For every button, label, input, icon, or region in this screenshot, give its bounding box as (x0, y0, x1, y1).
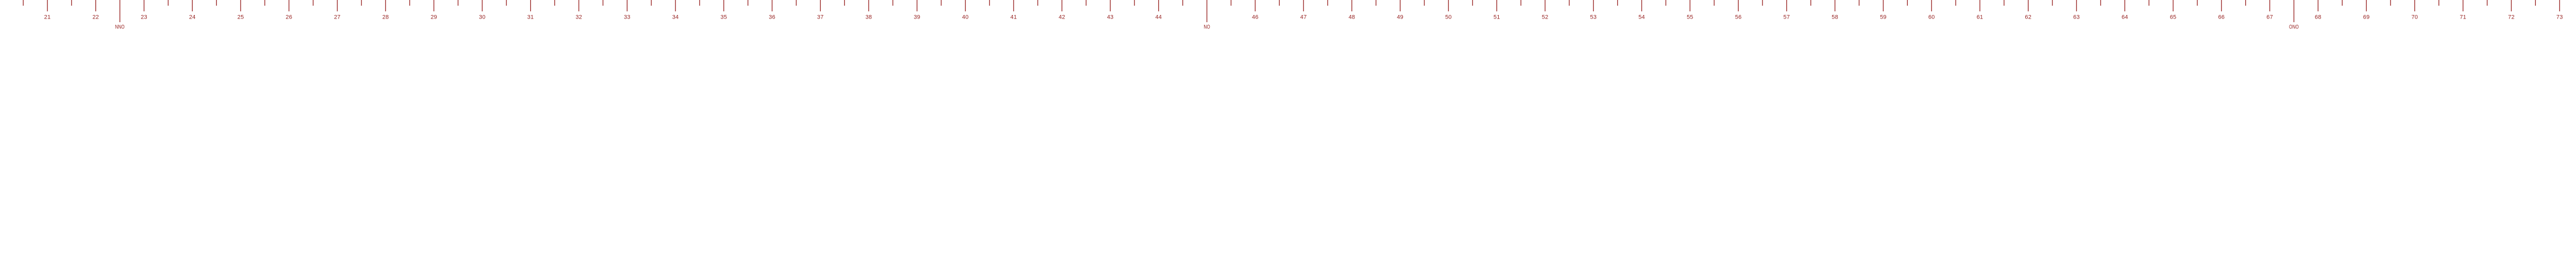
svg-text:21: 21 (44, 14, 51, 21)
svg-text:61: 61 (1977, 14, 1984, 21)
svg-text:42: 42 (1059, 14, 1065, 21)
svg-text:73: 73 (2556, 14, 2563, 21)
svg-text:47: 47 (1300, 14, 1307, 21)
svg-text:51: 51 (1494, 14, 1500, 21)
svg-text:34: 34 (672, 14, 679, 21)
svg-text:33: 33 (624, 14, 631, 21)
svg-text:35: 35 (721, 14, 727, 21)
svg-text:25: 25 (238, 14, 244, 21)
svg-text:NNO: NNO (115, 24, 125, 31)
svg-text:53: 53 (1590, 14, 1597, 21)
svg-text:39: 39 (914, 14, 921, 21)
svg-text:52: 52 (1542, 14, 1549, 21)
svg-text:72: 72 (2508, 14, 2515, 21)
svg-text:54: 54 (1638, 14, 1645, 21)
svg-text:36: 36 (769, 14, 775, 21)
svg-text:62: 62 (2025, 14, 2031, 21)
svg-text:22: 22 (92, 14, 99, 21)
svg-text:57: 57 (1784, 14, 1790, 21)
svg-text:NO: NO (1204, 24, 1210, 31)
svg-text:64: 64 (2122, 14, 2128, 21)
svg-text:63: 63 (2073, 14, 2080, 21)
svg-text:56: 56 (1735, 14, 1742, 21)
svg-text:67: 67 (2266, 14, 2273, 21)
svg-text:69: 69 (2363, 14, 2370, 21)
svg-text:23: 23 (141, 14, 147, 21)
svg-text:58: 58 (1832, 14, 1838, 21)
svg-text:48: 48 (1349, 14, 1355, 21)
svg-text:65: 65 (2170, 14, 2177, 21)
svg-text:60: 60 (1928, 14, 1935, 21)
svg-text:49: 49 (1397, 14, 1403, 21)
svg-text:26: 26 (286, 14, 293, 21)
svg-text:70: 70 (2412, 14, 2418, 21)
svg-text:44: 44 (1155, 14, 1162, 21)
svg-text:31: 31 (527, 14, 534, 21)
svg-text:43: 43 (1107, 14, 1114, 21)
svg-text:ONO: ONO (2289, 24, 2299, 31)
svg-text:71: 71 (2460, 14, 2466, 21)
svg-text:30: 30 (479, 14, 486, 21)
svg-text:37: 37 (817, 14, 824, 21)
svg-text:55: 55 (1687, 14, 1693, 21)
svg-text:28: 28 (382, 14, 389, 21)
svg-text:24: 24 (189, 14, 196, 21)
svg-text:32: 32 (575, 14, 582, 21)
svg-text:66: 66 (2218, 14, 2225, 21)
svg-text:38: 38 (866, 14, 872, 21)
svg-text:41: 41 (1010, 14, 1017, 21)
svg-text:68: 68 (2315, 14, 2321, 21)
svg-text:27: 27 (334, 14, 341, 21)
svg-text:59: 59 (1880, 14, 1887, 21)
svg-text:40: 40 (962, 14, 969, 21)
svg-text:29: 29 (431, 14, 437, 21)
svg-text:46: 46 (1252, 14, 1259, 21)
svg-text:50: 50 (1445, 14, 1452, 21)
